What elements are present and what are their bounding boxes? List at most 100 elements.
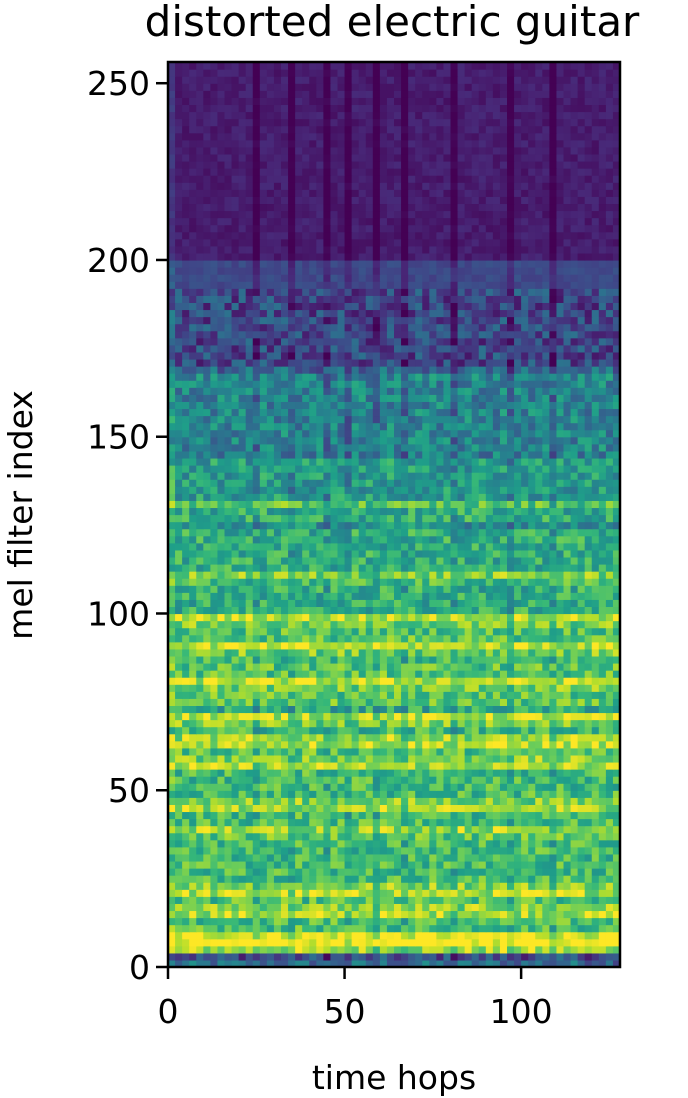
heatmap-cell — [535, 472, 543, 480]
heatmap-cell — [478, 684, 487, 692]
heatmap-cell — [316, 726, 324, 735]
heatmap-cell — [168, 825, 176, 834]
heatmap-cell — [492, 896, 501, 904]
heatmap-cell — [408, 556, 416, 565]
heatmap-cell — [252, 882, 261, 890]
heatmap-cell — [330, 535, 339, 544]
heatmap-cell — [612, 818, 621, 827]
heatmap-cell — [168, 500, 176, 509]
heatmap-cell — [309, 556, 317, 565]
heatmap-cell — [288, 592, 296, 600]
heatmap-cell — [492, 528, 501, 537]
heatmap-cell — [344, 896, 353, 904]
heatmap-cell — [415, 443, 423, 452]
heatmap-cell — [429, 457, 437, 466]
heatmap-cell — [231, 549, 240, 558]
heatmap-cell — [464, 853, 473, 862]
heatmap-cell — [570, 910, 579, 919]
heatmap-cell — [443, 959, 452, 968]
heatmap-cell — [507, 889, 515, 897]
heatmap-cell — [295, 521, 303, 530]
heatmap-cell — [401, 825, 409, 834]
heatmap-cell — [507, 903, 515, 912]
heatmap-cell — [584, 719, 593, 728]
heatmap-cell — [485, 415, 494, 424]
heatmap-cell — [605, 733, 614, 742]
heatmap-cell — [556, 599, 565, 608]
heatmap-cell — [605, 924, 614, 933]
heatmap-cell — [330, 818, 339, 827]
heatmap-cell — [528, 790, 536, 798]
heatmap-cell — [203, 882, 211, 890]
heatmap-cell — [309, 825, 317, 834]
heatmap-cell — [217, 422, 226, 431]
heatmap-cell — [182, 563, 190, 572]
heatmap-cell — [224, 627, 233, 636]
heatmap-cell — [605, 684, 614, 692]
heatmap-cell — [196, 733, 204, 742]
heatmap-cell — [436, 457, 445, 466]
heatmap-cell — [245, 662, 254, 671]
heatmap-cell — [394, 549, 402, 558]
heatmap-cell — [344, 959, 353, 968]
heatmap-cell — [245, 493, 254, 501]
heatmap-cell — [168, 712, 176, 721]
heatmap-cell — [217, 804, 226, 813]
heatmap-cell — [330, 733, 339, 742]
heatmap-cell — [457, 959, 466, 968]
heatmap-cell — [379, 620, 388, 629]
heatmap-cell — [231, 479, 240, 487]
heatmap-cell — [245, 811, 254, 820]
heatmap-cell — [612, 776, 621, 784]
heatmap-cell — [507, 677, 515, 685]
heatmap-cell — [499, 535, 508, 544]
heatmap-cell — [217, 945, 226, 954]
heatmap-cell — [295, 875, 303, 883]
heatmap-cell — [549, 740, 558, 749]
heatmap-cell — [429, 415, 437, 424]
heatmap-cell — [252, 825, 261, 834]
heatmap-cell — [535, 507, 543, 516]
heatmap-cell — [492, 585, 501, 593]
heatmap-cell — [450, 924, 459, 933]
heatmap-cell — [563, 599, 572, 608]
heatmap-cell — [563, 684, 572, 692]
heatmap-cell — [443, 924, 452, 933]
heatmap-cell — [577, 528, 586, 537]
heatmap-cell — [471, 733, 480, 742]
heatmap-cell — [401, 422, 409, 431]
heatmap-cell — [429, 571, 437, 579]
heatmap-cell — [379, 832, 388, 841]
heatmap-cell — [168, 903, 176, 912]
heatmap-cell — [591, 733, 600, 742]
heatmap-cell — [175, 712, 183, 721]
heatmap-cell — [584, 769, 593, 777]
heatmap-cell — [316, 860, 324, 869]
heatmap-cell — [295, 613, 303, 622]
heatmap-cell — [323, 422, 332, 431]
heatmap-cell — [217, 938, 226, 947]
heatmap-cell — [422, 811, 430, 820]
heatmap-cell — [499, 818, 508, 827]
heatmap-cell — [591, 429, 600, 438]
heatmap-cell — [612, 450, 621, 459]
heatmap-cell — [252, 429, 261, 438]
heatmap-cell — [394, 924, 402, 933]
heatmap-cell — [450, 740, 459, 749]
heatmap-cell — [302, 769, 310, 777]
heatmap-cell — [415, 839, 423, 848]
heatmap-cell — [535, 747, 543, 756]
heatmap-cell — [386, 719, 395, 728]
heatmap-cell — [245, 705, 254, 714]
heatmap-cell — [401, 832, 409, 841]
heatmap-cell — [168, 422, 176, 431]
heatmap-cell — [295, 712, 303, 721]
heatmap-cell — [542, 783, 550, 791]
heatmap-cell — [542, 797, 550, 805]
heatmap-cell — [492, 691, 501, 699]
heatmap-cell — [231, 868, 240, 876]
heatmap-cell — [492, 514, 501, 523]
heatmap-cell — [499, 959, 508, 968]
heatmap-cell — [175, 528, 183, 537]
heatmap-cell — [401, 465, 409, 473]
